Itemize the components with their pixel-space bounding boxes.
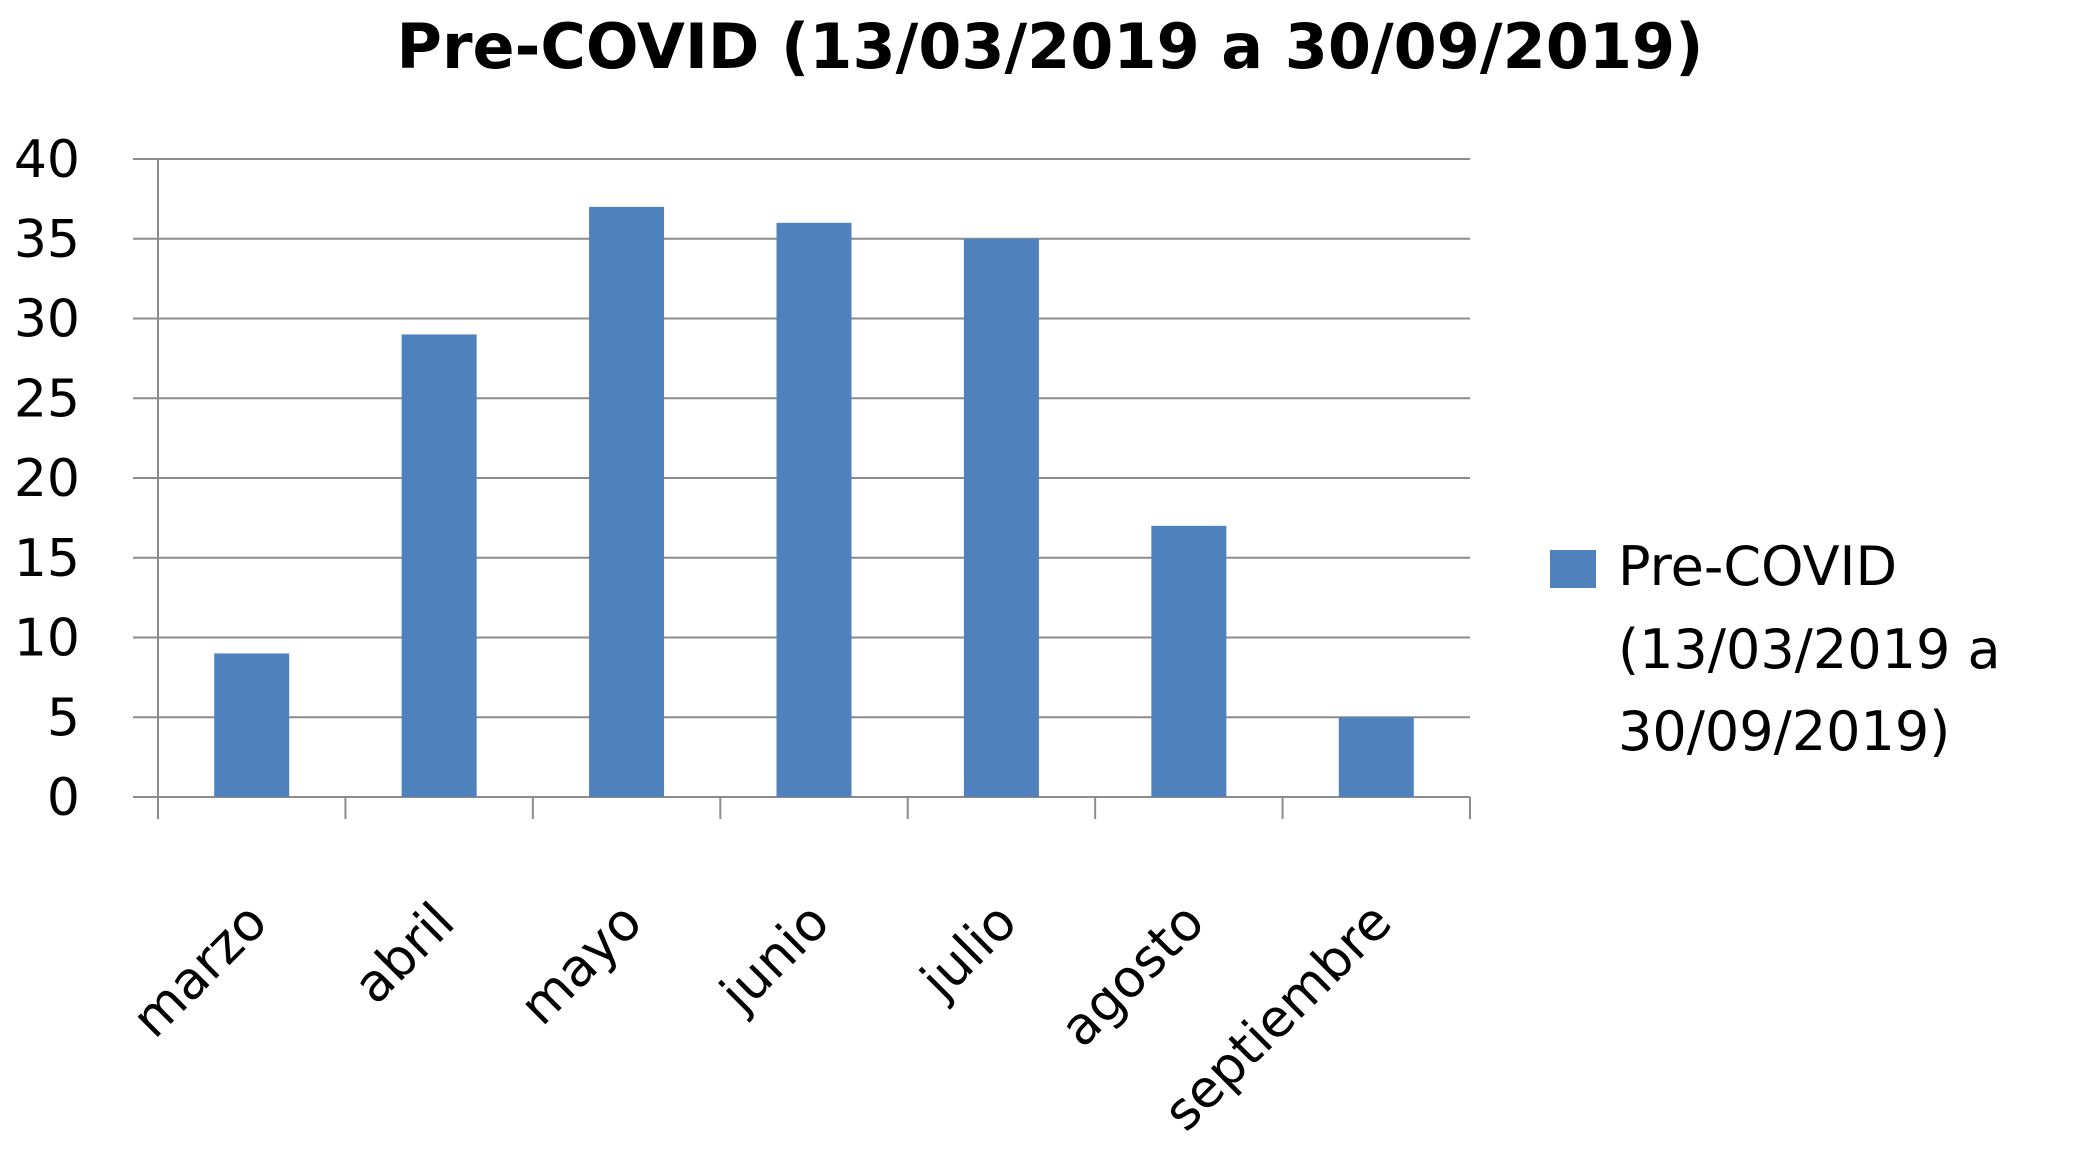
bar-marzo xyxy=(214,653,290,797)
bar-julio xyxy=(963,238,1039,797)
y-tick-label: 15 xyxy=(14,529,80,589)
chart-title: Pre-COVID (13/03/2019 a 30/09/2019) xyxy=(397,10,1704,83)
legend-swatch xyxy=(1550,550,1596,588)
y-tick-label: 5 xyxy=(47,688,80,748)
y-tick-label: 30 xyxy=(14,290,80,350)
y-tick-label: 35 xyxy=(14,210,80,270)
legend-label-line-1: Pre-COVID xyxy=(1618,535,1897,598)
x-tick-label: agosto xyxy=(1049,892,1216,1059)
legend: Pre-COVID (13/03/2019 a 30/09/2019) xyxy=(1550,535,2001,763)
y-tick-label: 0 xyxy=(47,768,80,828)
x-tick-label: julio xyxy=(909,892,1029,1012)
x-tick-label: abril xyxy=(342,892,466,1016)
bar-mayo xyxy=(589,206,665,798)
y-tick-label: 25 xyxy=(14,369,80,429)
legend-label-line-2: (13/03/2019 a xyxy=(1618,618,2001,681)
bar-junio xyxy=(776,222,852,798)
x-tick-label: marzo xyxy=(121,892,279,1050)
y-tick-label: 10 xyxy=(14,609,80,669)
x-tick-label: junio xyxy=(709,892,842,1025)
y-tick-label: 20 xyxy=(14,449,80,509)
x-tick-label: mayo xyxy=(509,892,654,1037)
bar-agosto xyxy=(1151,525,1227,797)
legend-label-line-3: 30/09/2019) xyxy=(1618,700,1950,763)
bar-abril xyxy=(401,334,477,797)
bar-septiembre xyxy=(1338,717,1414,797)
y-tick-label: 40 xyxy=(14,130,80,190)
